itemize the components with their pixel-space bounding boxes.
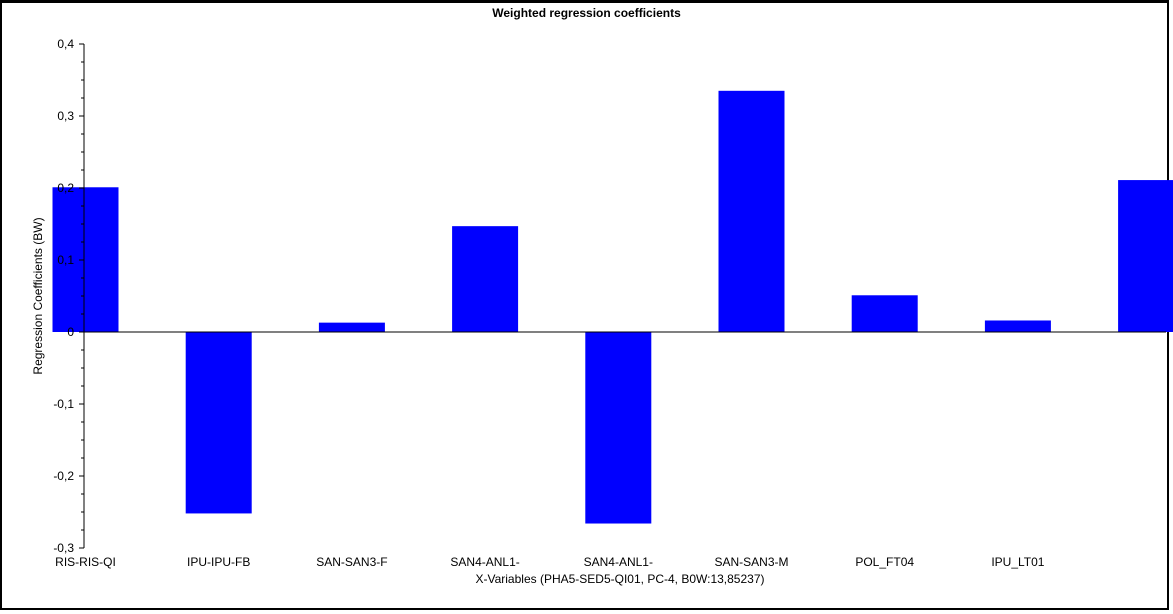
x-tick-label: SAN-SAN3-M <box>714 555 788 569</box>
x-axis-label: X-Variables (PHA5-SED5-QI01, PC-4, B0W:1… <box>475 572 764 586</box>
bar <box>851 295 918 332</box>
bar <box>585 332 652 524</box>
x-tick-label: IPU-IPU-FB <box>187 555 250 569</box>
bar <box>984 320 1051 332</box>
y-axis-label: Regression Coefficients (BW) <box>31 217 45 374</box>
y-tick-label: -0,1 <box>53 397 74 411</box>
y-tick-label: 0,3 <box>57 109 74 123</box>
y-tick-label: -0,2 <box>53 469 74 483</box>
bar <box>1118 180 1173 332</box>
y-tick-label: 0,2 <box>57 181 74 195</box>
x-tick-label: SAN4-ANL1- <box>584 555 653 569</box>
bar <box>452 226 519 332</box>
bar <box>52 187 119 332</box>
y-tick-label: 0,4 <box>57 37 74 51</box>
chart-title: Weighted regression coefficients <box>492 6 681 20</box>
x-tick-label: RIS-RIS-QI <box>55 555 116 569</box>
y-tick-label: 0,1 <box>57 253 74 267</box>
bar <box>718 90 785 332</box>
y-tick-label: 0 <box>67 325 74 339</box>
y-tick-label: -0,3 <box>53 541 74 555</box>
y-axis: -0,3 -0,2 -0,1 0 0,1 0,2 0,3 0,4 <box>53 37 85 555</box>
bar <box>185 332 252 514</box>
x-tick-label: POL_FT04 <box>855 555 914 569</box>
x-tick-labels: RIS-RIS-QI IPU-IPU-FB SAN-SAN3-F SAN4-ANL1-… <box>55 555 1045 569</box>
bar <box>318 322 385 332</box>
bars-group <box>52 90 1173 524</box>
x-tick-label: SAN4-ANL1- <box>450 555 519 569</box>
x-tick-label: SAN-SAN3-F <box>316 555 387 569</box>
x-tick-label: IPU_LT01 <box>991 555 1044 569</box>
